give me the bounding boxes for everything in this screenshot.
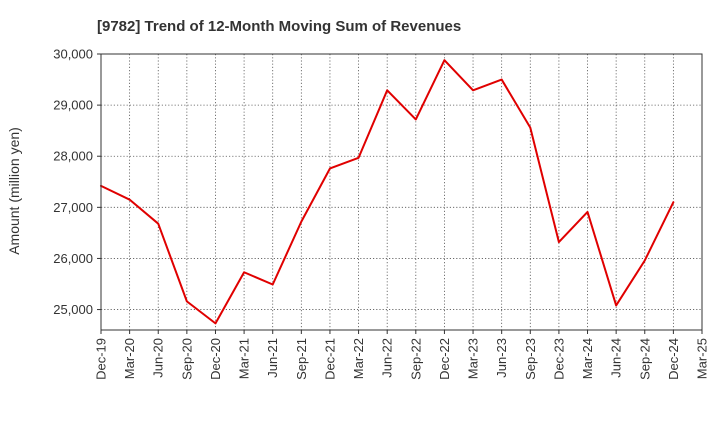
- y-tick-label: 28,000: [53, 149, 93, 164]
- x-tick-label: Dec-23: [551, 338, 566, 380]
- x-tick-label: Dec-20: [208, 338, 223, 380]
- x-tick-label: Jun-22: [380, 338, 395, 378]
- y-tick-label: 27,000: [53, 200, 93, 215]
- x-tick-label: Dec-19: [94, 338, 109, 380]
- x-tick-label: Jun-23: [494, 338, 509, 378]
- x-tick-label: Mar-22: [351, 338, 366, 379]
- x-tick-label: Dec-21: [322, 338, 337, 380]
- y-axis-label: Amount (million yen): [6, 127, 22, 255]
- x-tick-label: Mar-20: [122, 338, 137, 379]
- y-axis-ticks: 25,000 26,000 27,000 28,000 29,000 30,000: [53, 47, 101, 317]
- x-tick-label: Sep-21: [294, 338, 309, 380]
- y-tick-label: 29,000: [53, 98, 93, 113]
- y-tick-label: 26,000: [53, 251, 93, 266]
- x-tick-label: Jun-24: [609, 338, 624, 378]
- series-line: [100, 59, 675, 325]
- plot-frame: [100, 53, 703, 331]
- x-axis-ticks: Dec-19 Mar-20 Jun-20 Sep-20 Dec-20 Mar-21 Jun-…: [94, 330, 710, 380]
- series-layer: [100, 59, 675, 325]
- y-tick-label: 25,000: [53, 302, 93, 317]
- x-tick-label: Sep-23: [523, 338, 538, 380]
- x-tick-label: Jun-21: [265, 338, 280, 378]
- x-tick-label: Mar-21: [237, 338, 252, 379]
- chart-title: [9782] Trend of 12-Month Moving Sum of R…: [97, 18, 461, 35]
- x-tick-label: Mar-23: [466, 338, 481, 379]
- x-tick-label: Mar-25: [695, 338, 710, 379]
- x-tick-label: Dec-22: [437, 338, 452, 380]
- x-tick-label: Jun-20: [151, 338, 166, 378]
- x-tick-label: Dec-24: [666, 338, 681, 380]
- x-tick-label: Sep-20: [179, 338, 194, 380]
- y-tick-label: 30,000: [53, 47, 93, 62]
- x-tick-label: Sep-24: [637, 338, 652, 380]
- x-tick-label: Sep-22: [408, 338, 423, 380]
- x-tick-label: Mar-24: [580, 338, 595, 379]
